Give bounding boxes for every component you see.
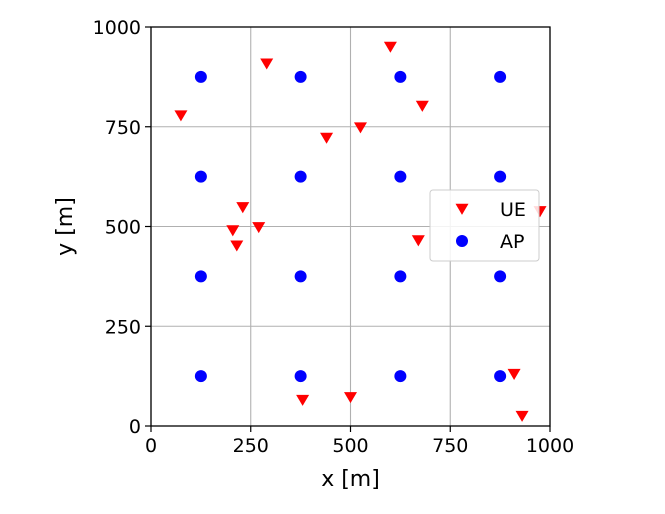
point-ap [494,370,507,383]
point-ap [394,170,407,183]
point-ap [294,270,307,283]
legend-label-ue: UE [500,199,526,221]
x-tick-label: 1000 [526,435,574,457]
y-axis-title: y [m] [53,197,78,256]
y-tick-label: 250 [105,316,141,338]
point-ue [411,235,425,247]
point-ap [394,70,407,83]
point-ap [494,170,507,183]
x-tick-label: 500 [332,435,368,457]
point-ue [383,41,397,53]
x-axis-title: x [m] [321,467,380,492]
point-ap [294,170,307,183]
point-ue [353,122,367,134]
legend-label-ap: AP [500,231,524,253]
point-ue [226,225,240,237]
point-ap [194,370,207,383]
point-ap [294,70,307,83]
point-ue [515,410,529,422]
point-ue [236,202,250,214]
point-ue [320,132,334,144]
y-tick-label: 0 [129,416,141,438]
point-ap [194,270,207,283]
y-tick-label: 750 [105,117,141,139]
point-ap [394,270,407,283]
point-ue [174,110,188,122]
point-ue [252,222,266,234]
point-ue [296,394,310,406]
point-ap [294,370,307,383]
point-ap [494,70,507,83]
point-ue [507,368,521,380]
axis-ticks: 0 250 500 750 1000 0 250 500 750 1000 [93,17,575,457]
y-tick-label: 500 [105,217,141,239]
point-ue [344,392,357,404]
point-ap [194,170,207,183]
x-tick-label: 250 [233,435,269,457]
data-marks [174,41,547,422]
point-ue [230,240,244,252]
legend-marker-ap [456,235,468,247]
x-tick-label: 0 [145,435,157,457]
x-tick-label: 750 [432,435,468,457]
point-ap [394,370,407,383]
point-ap [194,70,207,83]
point-ue [415,100,429,112]
y-tick-label: 1000 [93,17,141,39]
point-ap [494,270,507,283]
legend-marker-ue [455,203,469,215]
legend: UE AP [429,189,540,262]
point-ue [260,58,274,70]
